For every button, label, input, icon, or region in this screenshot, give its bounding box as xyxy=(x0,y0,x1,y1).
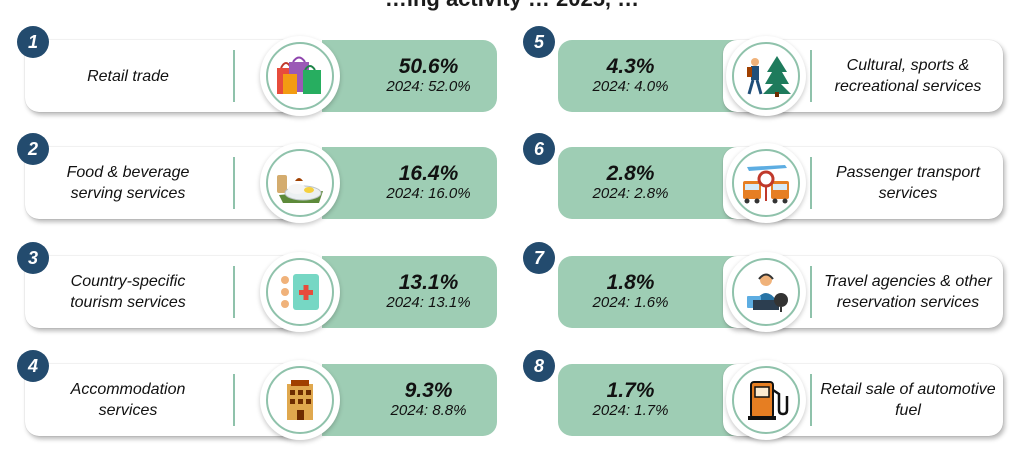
previous-year-value: 2024: 13.1% xyxy=(386,294,471,311)
share-value: 13.1% xyxy=(398,271,459,294)
rank-badge: 4 xyxy=(17,350,49,382)
travel-agent-icon xyxy=(747,273,788,312)
card-accommodation: 9.3% 2024: 8.8% Accommodation services 4 xyxy=(17,350,502,442)
previous-year-value: 2024: 8.8% xyxy=(390,402,467,419)
divider xyxy=(233,157,235,209)
card-panel xyxy=(25,364,300,436)
icon-circle xyxy=(726,360,806,440)
previous-year-value: 2024: 2.8% xyxy=(592,185,669,202)
rank-badge: 3 xyxy=(17,242,49,274)
rank-badge: 8 xyxy=(523,350,555,382)
value-panel: 4.3% 2024: 4.0% xyxy=(558,40,743,112)
category-label: Passenger transport services xyxy=(835,164,981,202)
value-panel: 16.4% 2024: 16.0% xyxy=(322,147,497,219)
rank-badge: 1 xyxy=(17,26,49,58)
share-value: 9.3% xyxy=(404,379,453,402)
card-panel xyxy=(25,147,300,219)
icon-circle xyxy=(260,252,340,332)
card-panel xyxy=(25,256,300,328)
category-label: Accommodation services xyxy=(70,381,186,419)
previous-year-value: 2024: 1.6% xyxy=(592,294,669,311)
divider xyxy=(233,50,235,102)
icon-circle xyxy=(726,36,806,116)
category-label: Retail sale of automotive fuel xyxy=(820,381,996,419)
category-label: Food & beverage serving services xyxy=(66,164,190,202)
divider xyxy=(810,266,812,318)
category-label: Retail trade xyxy=(87,67,169,85)
card-cultural-sports: 4.3% 2024: 4.0% Cultural, sports & recre… xyxy=(523,26,1008,118)
icon-circle xyxy=(726,143,806,223)
value-panel: 13.1% 2024: 13.1% xyxy=(322,256,497,328)
value-panel: 9.3% 2024: 8.8% xyxy=(322,364,497,436)
divider xyxy=(810,157,812,209)
icon-circle xyxy=(260,360,340,440)
previous-year-value: 2024: 52.0% xyxy=(386,78,471,95)
icon-circle xyxy=(260,143,340,223)
hotel-icon xyxy=(287,380,313,420)
rank-badge: 2 xyxy=(17,133,49,165)
card-panel xyxy=(25,40,300,112)
card-retail-trade: 50.6% 2024: 52.0% Retail trade 1 xyxy=(17,26,502,118)
value-panel: 2.8% 2024: 2.8% xyxy=(558,147,743,219)
share-value: 1.8% xyxy=(606,271,655,294)
fuel-pump-icon xyxy=(748,381,789,420)
category-label: Country-specific tourism services xyxy=(70,273,186,311)
divider xyxy=(233,374,235,426)
rank-badge: 5 xyxy=(523,26,555,58)
divider xyxy=(810,50,812,102)
shopping-bags-icon xyxy=(277,56,321,94)
card-travel-agencies: 1.8% 2024: 1.6% Travel agencies & other … xyxy=(523,242,1008,334)
value-panel: 50.6% 2024: 52.0% xyxy=(322,40,497,112)
previous-year-value: 2024: 4.0% xyxy=(592,78,669,95)
card-passenger-transport: 2.8% 2024: 2.8% Passenger transport serv… xyxy=(523,133,1008,225)
icon-circle xyxy=(260,36,340,116)
food-plate-icon xyxy=(277,175,323,203)
category-label: Cultural, sports & recreational services xyxy=(834,57,982,95)
value-panel: 1.7% 2024: 1.7% xyxy=(558,364,743,436)
share-value: 1.7% xyxy=(606,379,655,402)
share-value: 4.3% xyxy=(606,55,655,78)
medical-kit-icon xyxy=(281,274,319,310)
icon-circle xyxy=(726,252,806,332)
rank-badge: 6 xyxy=(523,133,555,165)
card-automotive-fuel: 1.7% 2024: 1.7% Retail sale of automotiv… xyxy=(523,350,1008,442)
rank-badge: 7 xyxy=(523,242,555,274)
transport-icon xyxy=(743,165,789,204)
category-label: Travel agencies & other reservation serv… xyxy=(824,273,992,311)
share-value: 50.6% xyxy=(398,55,459,78)
previous-year-value: 2024: 1.7% xyxy=(592,402,669,419)
card-country-tourism: 13.1% 2024: 13.1% Country-specific touri… xyxy=(17,242,502,334)
card-food-beverage: 16.4% 2024: 16.0% Food & beverage servin… xyxy=(17,133,502,225)
divider xyxy=(233,266,235,318)
previous-year-value: 2024: 16.0% xyxy=(386,185,471,202)
hiker-tree-icon xyxy=(747,56,791,97)
share-value: 16.4% xyxy=(398,162,459,185)
divider xyxy=(810,374,812,426)
value-panel: 1.8% 2024: 1.6% xyxy=(558,256,743,328)
share-value: 2.8% xyxy=(606,162,655,185)
page-title: …ing activity … 2025, … xyxy=(0,0,1024,12)
